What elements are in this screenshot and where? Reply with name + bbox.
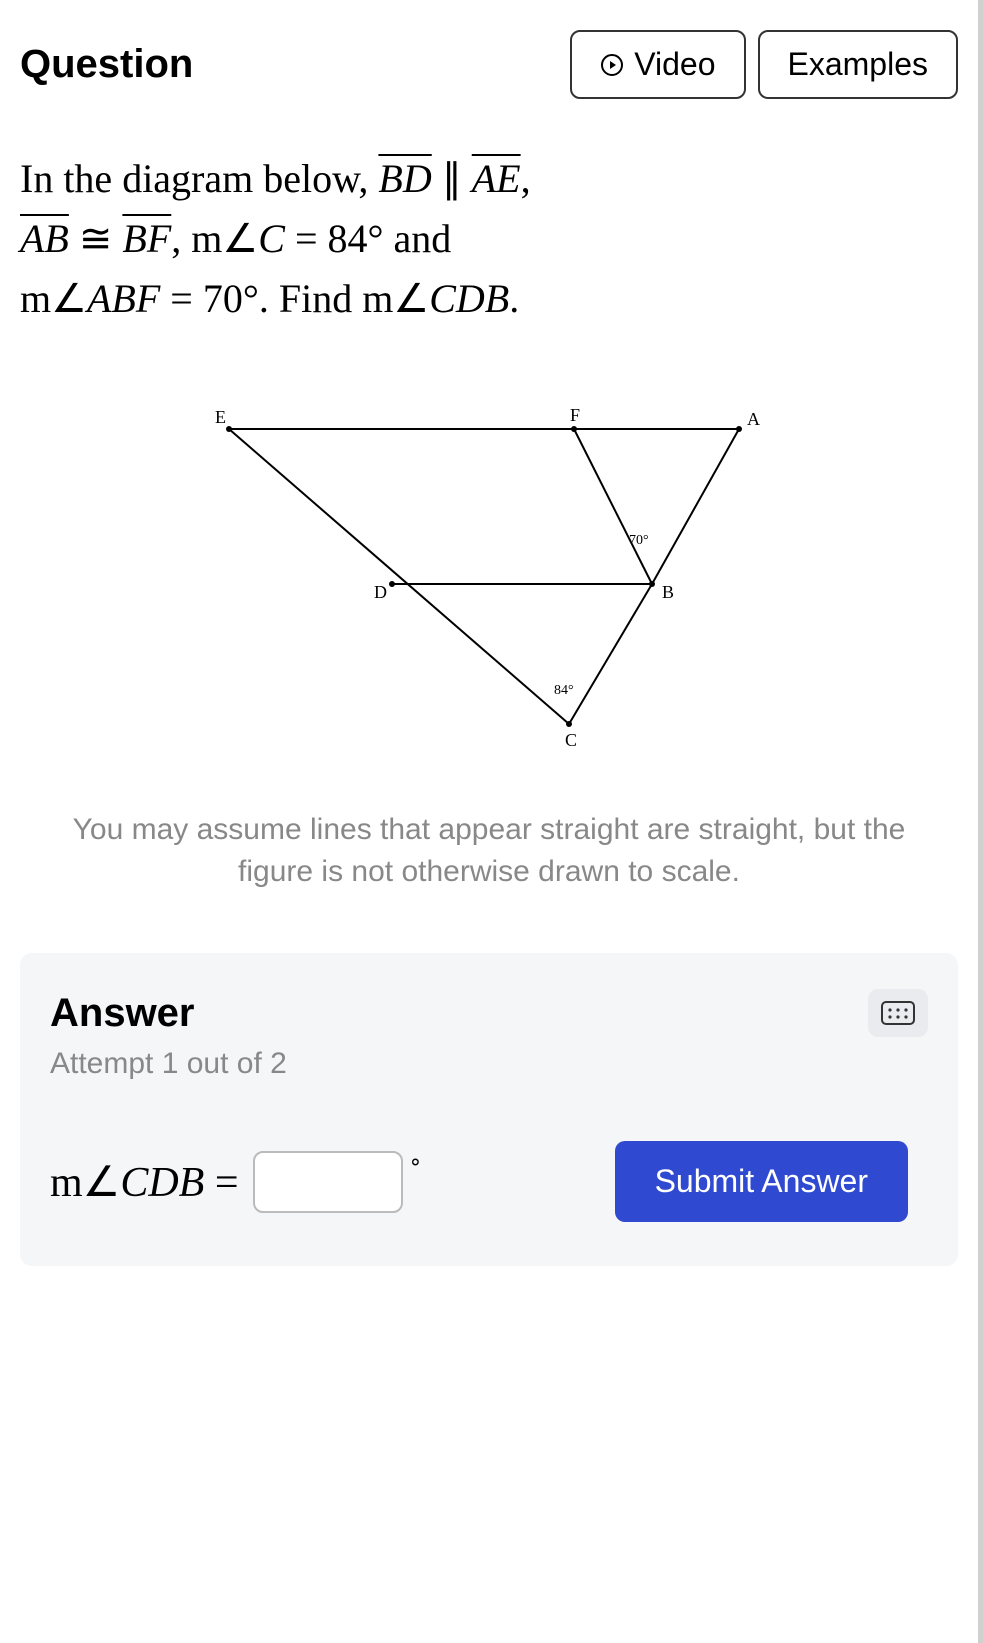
t-c1: , [521,156,531,201]
degree-symbol: ∘ [409,1141,423,1175]
svg-text:E: E [215,407,226,427]
t-intro: In the diagram below, [20,156,378,201]
figure-note: You may assume lines that appear straigh… [40,809,938,893]
video-label: Video [634,46,715,83]
ang-cdb: CDB [393,276,509,321]
answer-row: mCDB = ∘ Submit Answer [50,1141,928,1222]
answer-title: Answer [50,991,195,1036]
t-eq2: = 70°. Find m [160,276,393,321]
seg-ae: AE [472,156,521,201]
seg-ab: AB [20,216,69,261]
examples-label: Examples [788,46,929,83]
keypad-button[interactable] [868,989,928,1037]
svg-text:70°: 70° [629,533,649,548]
t-c2: , m [171,216,222,261]
submit-button[interactable]: Submit Answer [615,1141,908,1222]
lbl-m: m [50,1160,83,1206]
t-period: . [509,276,519,321]
svg-text:84°: 84° [554,683,574,698]
t-m2: m [20,276,51,321]
geometry-diagram: E F A B D C 70° 84° [169,389,809,769]
seg-bf: BF [122,216,171,261]
problem-statement: In the diagram below, BD ∥ AE, AB ≅ BF, … [20,149,958,329]
svg-text:F: F [570,405,580,425]
svg-text:C: C [565,730,577,750]
seg-bd: BD [378,156,431,201]
lbl-ang: CDB [83,1160,205,1206]
answer-card: Answer Attempt 1 out of 2 mCDB = ∘ Submi… [20,953,958,1266]
question-title: Question [20,42,558,87]
answer-head: Answer [50,989,928,1037]
answer-input[interactable] [253,1151,403,1213]
ang-c: C [222,216,285,261]
diagram-container: E F A B D C 70° 84° [20,389,958,769]
svg-text:A: A [747,409,760,429]
keypad-icon [881,1001,915,1025]
attempt-text: Attempt 1 out of 2 [50,1047,928,1081]
t-cong: ≅ [69,216,123,261]
play-icon [600,53,624,77]
examples-button[interactable]: Examples [758,30,959,99]
ang-abf: ABF [51,276,160,321]
svg-text:D: D [374,582,387,602]
header-row: Question Video Examples [20,30,958,99]
answer-label: mCDB = [50,1157,239,1207]
t-eq1: = 84° and [285,216,451,261]
lbl-eq: = [204,1160,238,1206]
t-par: ∥ [432,156,472,201]
svg-text:B: B [662,582,674,602]
video-button[interactable]: Video [570,30,745,99]
